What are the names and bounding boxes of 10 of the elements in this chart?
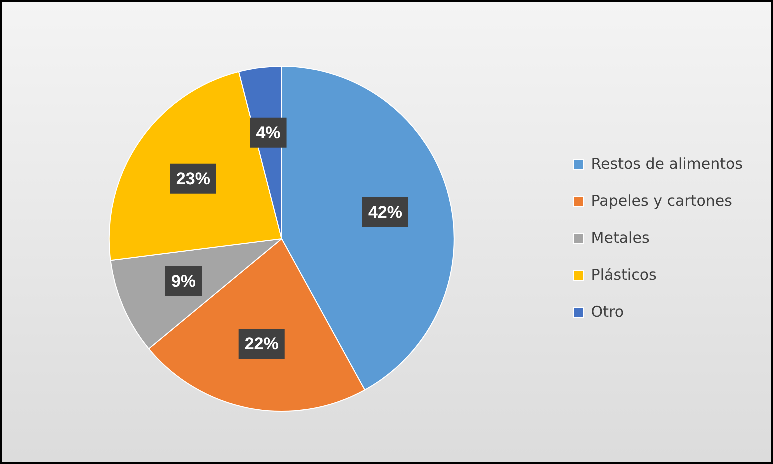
legend-label: Otro xyxy=(591,302,624,321)
legend-label: Restos de alimentos xyxy=(591,154,744,173)
data-label: 22% xyxy=(244,334,279,354)
legend-label: Metales xyxy=(591,228,650,247)
data-label: 4% xyxy=(256,124,281,143)
data-label: 42% xyxy=(368,203,403,222)
data-label: 9% xyxy=(171,272,196,292)
legend-label: Plásticos xyxy=(591,266,657,284)
data-label: 23% xyxy=(176,170,210,189)
legend-label: Papeles y cartones xyxy=(591,192,733,210)
